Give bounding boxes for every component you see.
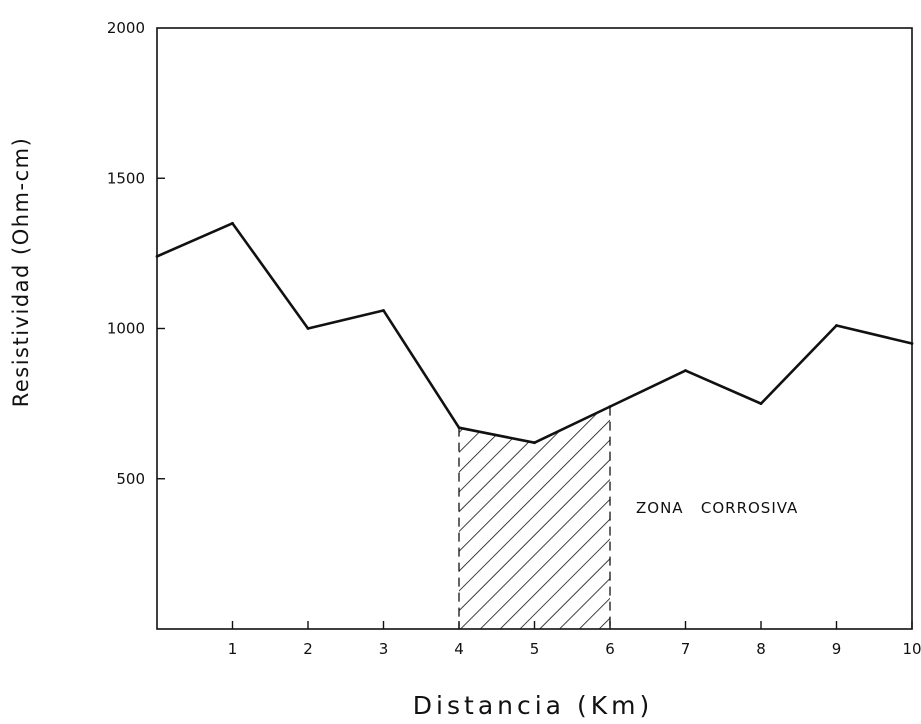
data-point bbox=[382, 309, 385, 312]
x-tick-label: 9 bbox=[832, 640, 842, 658]
x-tick-label: 10 bbox=[902, 640, 921, 658]
data-point bbox=[231, 221, 234, 225]
data-point bbox=[835, 324, 838, 327]
corrosive-zone-hatch bbox=[459, 406, 610, 629]
y-tick-label: 500 bbox=[116, 470, 145, 488]
data-point bbox=[155, 254, 159, 258]
data-point bbox=[759, 402, 763, 406]
x-tick-label: 4 bbox=[454, 640, 464, 658]
y-axis-title: Resistividad (Ohm-cm) bbox=[9, 137, 33, 408]
resistivity-line bbox=[156, 222, 913, 444]
x-tick-label: 3 bbox=[379, 640, 389, 658]
y-tick-label: 1500 bbox=[107, 169, 145, 187]
x-tick-label: 2 bbox=[303, 640, 313, 658]
data-point bbox=[608, 405, 612, 409]
y-tick-label: 1000 bbox=[107, 320, 145, 338]
data-point bbox=[910, 342, 914, 345]
data-point bbox=[306, 327, 310, 330]
data-point bbox=[457, 426, 461, 430]
data-point bbox=[533, 441, 536, 445]
x-tick-label: 8 bbox=[756, 640, 766, 658]
x-tick-label: 6 bbox=[605, 640, 615, 658]
x-tick-label: 1 bbox=[228, 640, 238, 658]
x-tick-label: 5 bbox=[530, 640, 540, 658]
corrosive-zone-label: ZONA CORROSIVA bbox=[636, 499, 798, 517]
data-point bbox=[684, 369, 687, 372]
x-tick-label: 7 bbox=[681, 640, 691, 658]
y-tick-label: 2000 bbox=[107, 19, 145, 37]
x-axis-title: Distancia (Km) bbox=[413, 691, 653, 720]
